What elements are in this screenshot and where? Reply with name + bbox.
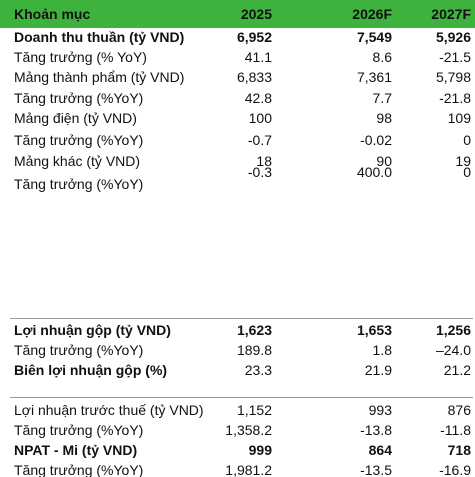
row-label: Mảng thành phẩm (tỷ VND) <box>14 69 185 85</box>
cell-value: 41.1 <box>244 49 272 65</box>
row-label: Mảng điện (tỷ VND) <box>14 110 137 126</box>
cell-value: 100 <box>248 110 272 126</box>
cell-value: 42.8 <box>244 90 272 106</box>
column-header: 2026F <box>352 6 392 22</box>
header-band <box>0 0 475 28</box>
cell-value: 21.9 <box>364 362 392 378</box>
row-label: Tăng trưởng (%YoY) <box>14 132 144 148</box>
cell-value: 1.8 <box>372 342 392 358</box>
cell-value: 90 <box>376 153 392 169</box>
cell-value: 0 <box>463 132 471 148</box>
cell-value: 8.6 <box>372 49 392 65</box>
row-label: Lợi nhuận gộp (tỷ VND) <box>14 322 171 338</box>
cell-value: 1,653 <box>356 322 392 338</box>
row-label: Tăng trưởng (%YoY) <box>14 176 144 192</box>
row-label: Biên lợi nhuận gộp (%) <box>14 362 168 378</box>
row-label: Tăng trưởng (%YoY) <box>14 422 144 438</box>
cell-value: 18 <box>256 153 272 169</box>
cell-value: 718 <box>447 442 471 458</box>
cell-value: -0.7 <box>247 132 272 148</box>
row-label: Tăng trưởng (% YoY) <box>14 49 147 65</box>
cell-value: 98 <box>376 110 392 126</box>
cell-value: -21.8 <box>439 90 471 106</box>
row-label: Doanh thu thuần (tỷ VND) <box>14 29 185 45</box>
cell-value: 400.0 <box>356 164 392 180</box>
cell-value: 876 <box>447 402 471 418</box>
column-header: 2027F <box>431 6 471 22</box>
cell-value: 109 <box>447 110 471 126</box>
cell-value: 1,981.2 <box>225 462 272 477</box>
cell-value: 864 <box>368 442 392 458</box>
row-label: Tăng trưởng (%YoY) <box>14 90 144 106</box>
column-header: Khoản mục <box>14 6 91 22</box>
cell-value: 7,361 <box>356 69 392 85</box>
cell-value: -21.5 <box>439 49 471 65</box>
cell-value: -16.9 <box>439 462 471 477</box>
cell-value: 23.3 <box>244 362 272 378</box>
cell-value: 6,952 <box>236 29 272 45</box>
cell-value: 1,152 <box>236 402 272 418</box>
divider <box>10 318 473 319</box>
divider <box>10 397 473 398</box>
cell-value: -13.5 <box>360 462 392 477</box>
cell-value: 21.2 <box>443 362 471 378</box>
cell-value: -13.8 <box>360 422 392 438</box>
row-label: Tăng trưởng (%YoY) <box>14 462 144 477</box>
cell-value: 5,798 <box>435 69 471 85</box>
column-header: 2025 <box>240 6 272 22</box>
cell-value: 7,549 <box>356 29 392 45</box>
cell-value: 0 <box>463 164 471 180</box>
cell-value: 999 <box>248 442 272 458</box>
cell-value: 189.8 <box>236 342 272 358</box>
cell-value: 6,833 <box>236 69 272 85</box>
row-label: Tăng trưởng (%YoY) <box>14 342 144 358</box>
cell-value: -0.02 <box>360 132 392 148</box>
cell-value: -0.3 <box>247 164 272 180</box>
row-label: NPAT - Mi (tỷ VND) <box>14 442 138 458</box>
cell-value: 1,256 <box>435 322 471 338</box>
cell-value: 19 <box>455 153 471 169</box>
cell-value: 1,358.2 <box>225 422 272 438</box>
cell-value: -11.8 <box>440 422 471 438</box>
row-label: Lợi nhuận trước thuế (tỷ VND) <box>14 402 204 418</box>
row-label: Mảng khác (tỷ VND) <box>14 153 141 169</box>
cell-value: –24.0 <box>435 342 471 358</box>
cell-value: 1,623 <box>236 322 272 338</box>
cell-value: 993 <box>368 402 392 418</box>
cell-value: 5,926 <box>435 29 471 45</box>
cell-value: 7.7 <box>372 90 392 106</box>
